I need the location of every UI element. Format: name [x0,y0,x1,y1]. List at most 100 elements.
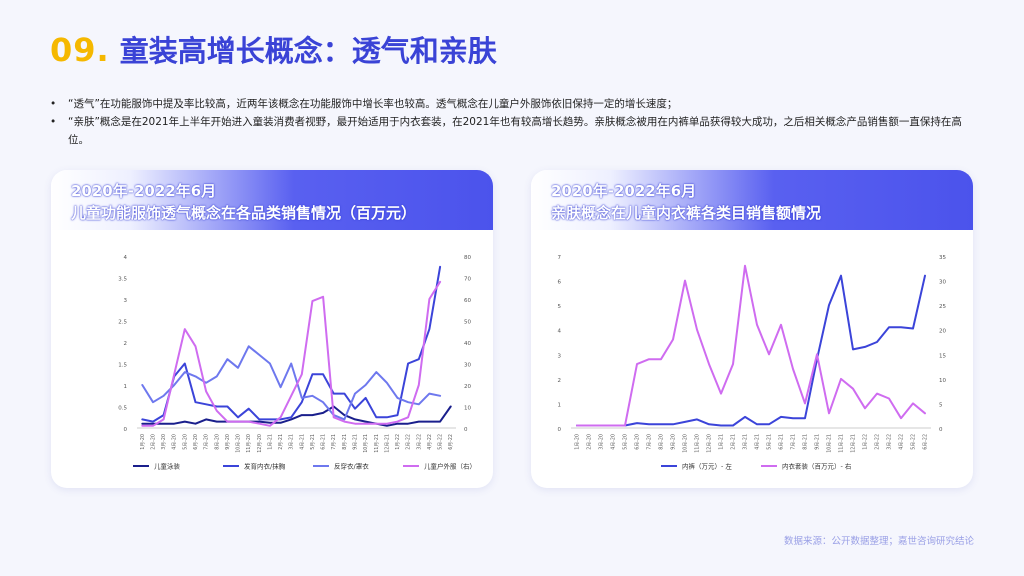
x-tick-label: 1月-21 [719,434,725,450]
y-left-tick-label: 0 [124,427,128,433]
series-line [141,280,442,427]
y-right-tick-label: 60 [464,298,471,304]
x-tick-label: 8月-21 [803,434,809,450]
x-tick-label: 8月-21 [342,434,348,450]
card-header: 2020年-2022年6月 亲肤概念在儿童内衣裤各类目销售额情况 [531,170,973,230]
x-tick-label: 3月-21 [289,434,295,450]
x-tick-label: 7月-21 [791,434,797,450]
y-left-tick-label: 5 [558,304,562,310]
x-tick-label: 12月-21 [851,434,857,453]
y-left-tick-label: 1 [558,402,562,408]
series-line [576,264,926,427]
y-right-tick-label: 30 [464,363,471,369]
x-tick-label: 9月-21 [352,434,358,450]
x-tick-label: 2月-21 [731,434,737,450]
y-right-tick-label: 20 [939,329,946,335]
x-tick-label: 12月-20 [707,434,713,453]
y-left-tick-label: 6 [558,280,562,286]
x-tick-label: 4月-22 [899,434,905,450]
x-tick-label: 5月-22 [911,434,917,450]
series-line [141,265,442,423]
x-tick-label: 3月-20 [599,434,605,450]
legend-label: 内裤（万元）- 左 [682,462,732,471]
legend-label: 儿童户外服（右） [424,462,476,471]
chart-skin-friendly: 0 1 2 3 4 5 6 7 0 5 10 15 20 25 30 35 1月-20 2月-20 3月-20 4月-… [558,255,947,471]
x-tick-label: 6月-21 [779,434,785,450]
legend-label: 内衣套装（百万元）- 右 [782,462,852,471]
bullet-item: • “透气”在功能服饰中提及率比较高，近两年该概念在功能服饰中增长率也较高。透气… [50,95,980,113]
y-right-tick-label: 20 [464,384,471,390]
x-tick-label: 10月-20 [683,434,689,453]
y-right-tick-label: 0 [464,427,468,433]
x-tick-label: 5月-21 [310,434,316,450]
y-left-tick-label: 4 [558,329,562,335]
x-tick-label: 2月-20 [150,434,156,450]
x-tick-label: 11月-21 [374,434,380,453]
y-right-tick-label: 15 [939,353,946,359]
bullet-mark: • [50,98,57,110]
x-tick-label: 4月-21 [299,434,305,450]
y-left-tick-label: 0 [558,427,562,433]
y-right-tick-label: 5 [939,402,943,408]
title-text: 童装高增长概念：透气和亲肤 [119,34,497,68]
bullet-text: “亲肤”概念是在2021年上半年开始进入童装消费者视野，最开始适用于内衣套装，在… [68,116,962,146]
legend-label: 儿童泳装 [154,462,181,471]
x-tick-label: 7月-20 [204,434,210,450]
y-right-tick-label: 80 [464,255,471,261]
x-tick-label: 8月-20 [659,434,665,450]
y-right-tick-label: 30 [939,280,946,286]
x-tick-label: 1月-22 [863,434,869,450]
x-tick-label: 7月-21 [331,434,337,450]
x-tick-label: 11月-20 [695,434,701,453]
bullet-mark: • [50,116,57,128]
card-period: 2020年-2022年6月 [71,182,217,200]
data-source-note: 数据来源：公开数据整理；嘉世咨询研究结论 [783,536,974,547]
y-left-tick-label: 0.5 [118,406,127,412]
x-tick-label: 9月-20 [671,434,677,450]
x-tick-label: 12月-21 [384,434,390,453]
x-tick-label: 11月-20 [246,434,252,453]
y-left-tick-label: 3 [124,298,128,304]
title-number: 09. [50,31,110,69]
x-tick-label: 5月-22 [438,434,444,450]
x-tick-label: 4月-21 [755,434,761,450]
series-line [576,274,926,427]
x-tick-label: 6月-22 [923,434,929,450]
y-right-tick-label: 0 [939,427,943,433]
series-line [141,345,442,421]
x-tick-label: 5月-20 [182,434,188,450]
y-right-tick-label: 10 [464,406,471,412]
legend-label: 反穿衣/罩衣 [334,462,369,471]
y-left-tick-label: 1.5 [118,363,127,369]
y-left-tick-label: 2 [124,341,128,347]
y-left-tick-label: 7 [558,255,562,261]
y-left-tick-label: 1 [124,384,128,390]
x-tick-label: 3月-21 [743,434,749,450]
x-tick-label: 5月-21 [767,434,773,450]
x-tick-label: 8月-20 [214,434,220,450]
y-right-tick-label: 70 [464,277,471,283]
x-tick-label: 1月-20 [140,434,146,450]
legend-label: 发育内衣/抹胸 [244,462,286,471]
x-tick-label: 9月-20 [225,434,231,450]
card-title: 儿童功能服饰透气概念在各品类销售情况（百万元） [71,204,417,222]
x-tick-label: 4月-22 [427,434,433,450]
x-tick-label: 4月-20 [172,434,178,450]
card-header: 2020年-2022年6月 儿童功能服饰透气概念在各品类销售情况（百万元） [51,170,493,230]
x-tick-label: 1月-22 [395,434,401,450]
y-right-tick-label: 35 [939,255,946,261]
x-tick-label: 10月-21 [827,434,833,453]
y-right-tick-label: 50 [464,320,471,326]
page-title: 09. 童装高增长概念：透气和亲肤 [50,28,497,72]
chart-card-skin-friendly: 2020年-2022年6月 亲肤概念在儿童内衣裤各类目销售额情况 0 1 2 3 4 5 6… [531,170,973,488]
x-tick-label: 2月-22 [406,434,412,450]
x-tick-label: 2月-20 [587,434,593,450]
y-right-tick-label: 25 [939,304,946,310]
x-tick-label: 3月-22 [887,434,893,450]
x-tick-label: 3月-20 [161,434,167,450]
y-right-tick-label: 10 [939,378,946,384]
y-left-tick-label: 2.5 [118,320,127,326]
y-left-tick-label: 3.5 [118,277,127,283]
x-tick-label: 10月-20 [236,434,242,453]
